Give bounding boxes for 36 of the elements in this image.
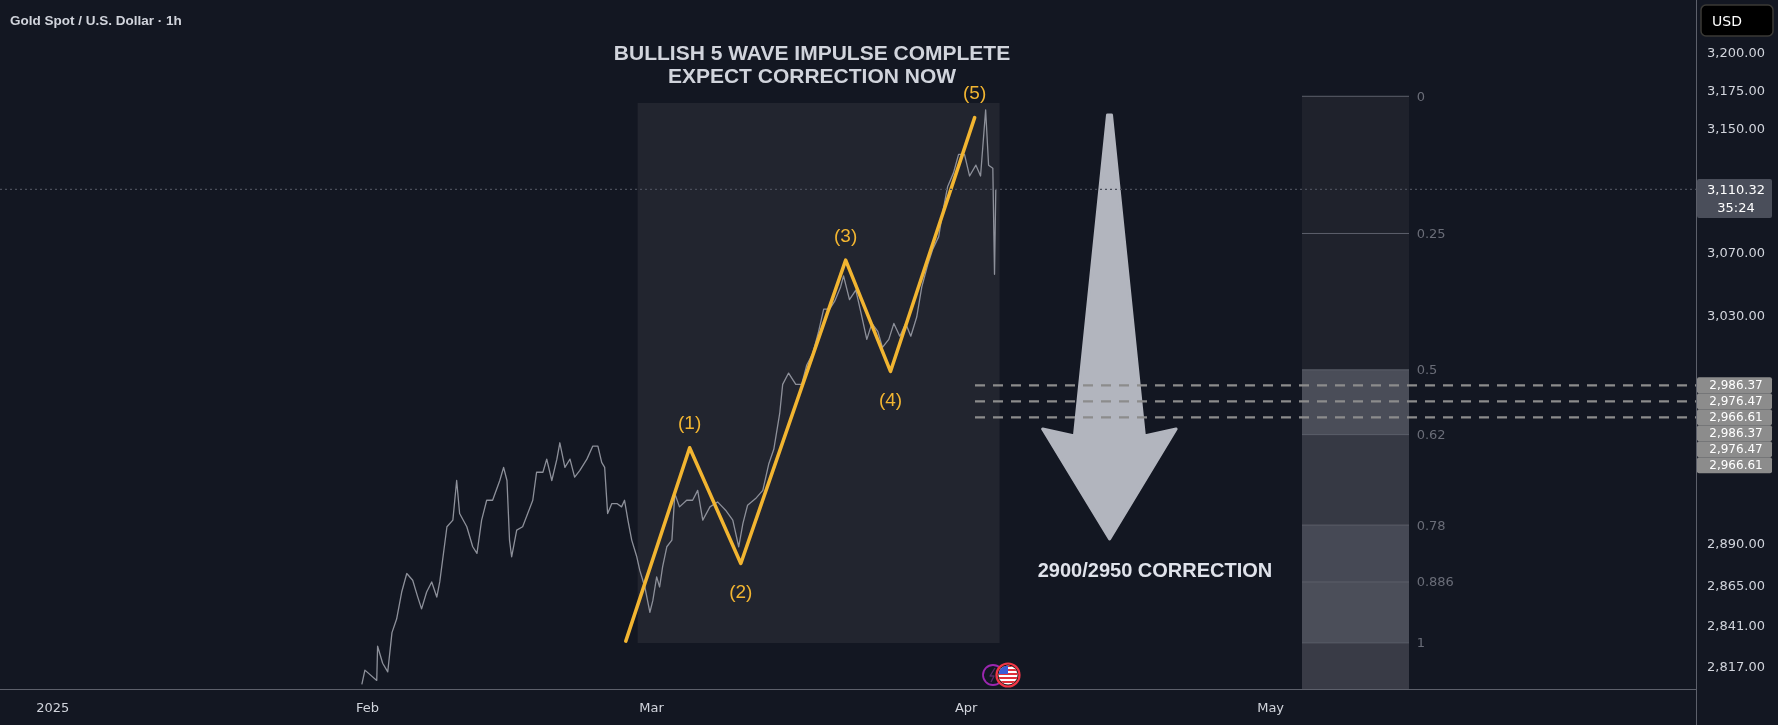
x-tick-label: May: [1257, 699, 1285, 715]
text: 2,966.61: [1709, 458, 1763, 473]
line-series: [361, 109, 997, 685]
y-tick-label: 2,865.00: [1707, 577, 1765, 593]
ref-line-label: 2,966.61: [1709, 410, 1763, 425]
annotation: (3): [834, 224, 858, 246]
y-tick-label: 3,070.00: [1707, 244, 1765, 260]
ref-line-label: 3,110.32 35:24: [1707, 181, 1765, 215]
y-tick-label: 2,841.00: [1707, 618, 1765, 634]
y-tick-label: 2,890.00: [1707, 535, 1765, 551]
text: USD: [1712, 12, 1742, 29]
x-tick-label: Feb: [355, 699, 379, 715]
annotation: 0.25: [1416, 225, 1446, 241]
annotation: 0.62: [1416, 427, 1446, 443]
text: 2,976.47: [1709, 442, 1763, 457]
y-tick-label: 3,175.00: [1707, 82, 1765, 98]
ref-line-label: 2,986.37: [1709, 378, 1763, 393]
x-tick-label: Apr: [954, 699, 979, 715]
annotation: 2900/2950 CORRECTION: [1037, 559, 1273, 581]
y-tick-label: 3,200.00: [1707, 44, 1765, 60]
y-tick-label: 2,817.00: [1707, 659, 1765, 675]
x-tick-label: Mar: [639, 699, 665, 715]
annotation: 0.5: [1416, 362, 1438, 378]
annotation: (2): [729, 580, 753, 602]
annotation: (1): [678, 412, 702, 434]
text: 2,986.37: [1709, 426, 1763, 441]
annotation: 0: [1416, 88, 1425, 104]
annotation: 1: [1416, 635, 1425, 651]
annotation: 0.78: [1416, 517, 1446, 533]
ref-line-label: 2,976.47: [1709, 394, 1763, 409]
y-tick-label: 3,150.00: [1707, 120, 1765, 136]
x-tick-label: 2025: [36, 699, 70, 715]
y-tick-label: 3,030.00: [1707, 307, 1765, 323]
annotation: (4): [878, 388, 903, 410]
text: Gold Spot / U.S. Dollar · 1h: [10, 13, 182, 28]
annotation: 0.886: [1416, 574, 1454, 590]
